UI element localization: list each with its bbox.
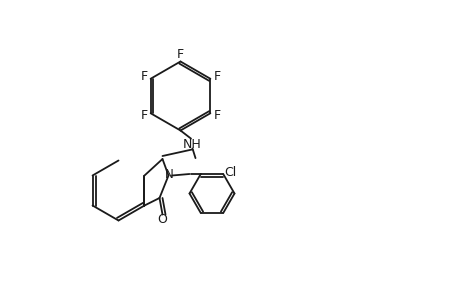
Text: F: F xyxy=(213,109,220,122)
Text: NH: NH xyxy=(183,137,202,151)
Text: Cl: Cl xyxy=(224,166,236,179)
Text: N: N xyxy=(164,168,173,181)
Text: O: O xyxy=(157,213,167,226)
Text: F: F xyxy=(140,109,147,122)
Text: F: F xyxy=(140,70,147,83)
Text: F: F xyxy=(213,70,220,83)
Text: F: F xyxy=(177,48,184,62)
